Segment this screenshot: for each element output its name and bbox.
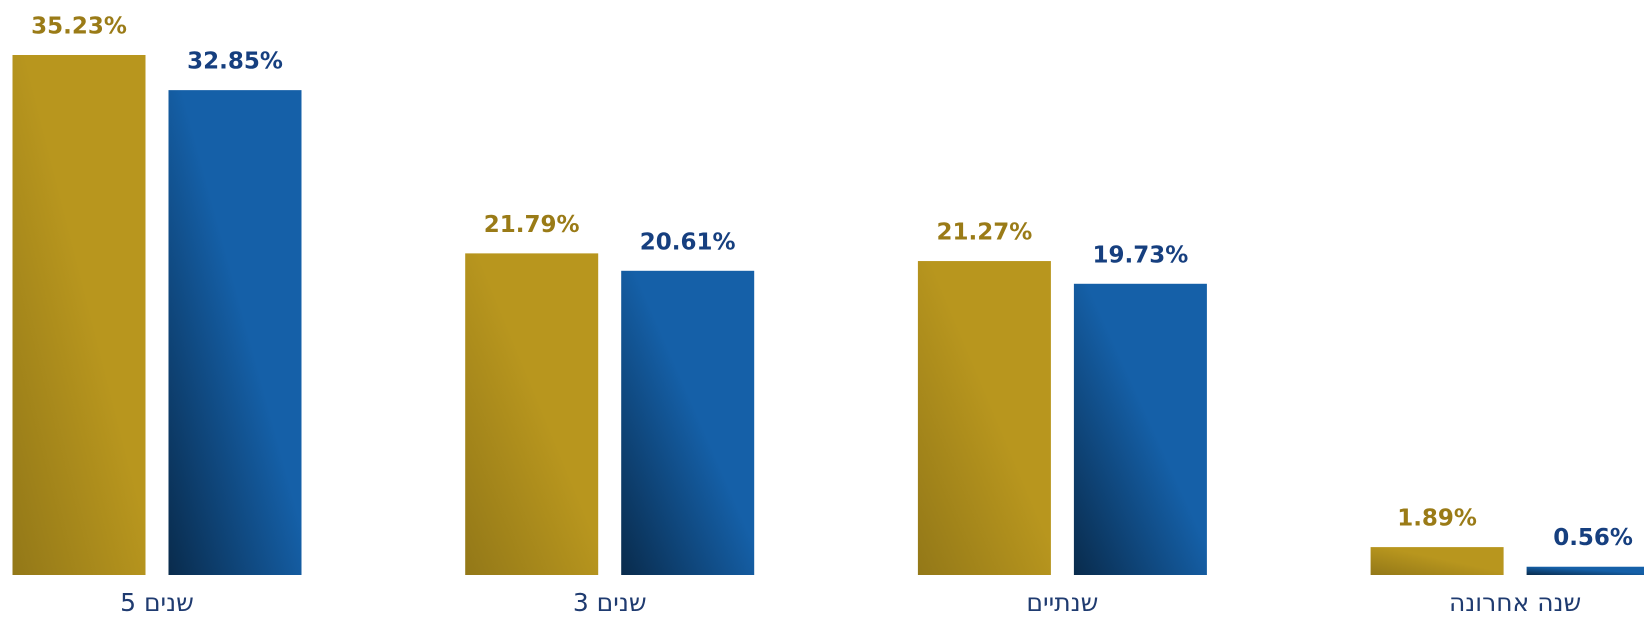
bar [1370,547,1504,575]
value-label: 32.85% [187,49,283,75]
bar [465,253,599,575]
bar [168,90,302,575]
value-label: 35.23% [31,14,127,40]
category-label: שנתיים [1026,588,1098,617]
bar [12,55,146,575]
category-label: 3 שנים [573,588,647,617]
value-label: 0.56% [1553,525,1633,551]
bar [1073,283,1207,575]
category-label: 5 שנים [120,588,194,617]
bar [1526,566,1644,575]
value-label: 1.89% [1397,506,1477,532]
value-label: 19.73% [1093,242,1189,268]
bar [917,261,1051,575]
value-label: 21.27% [937,220,1033,246]
value-label: 21.79% [484,212,580,238]
value-label: 20.61% [640,229,736,255]
bar [621,270,755,575]
category-label: שנה אחרונה [1449,588,1581,617]
